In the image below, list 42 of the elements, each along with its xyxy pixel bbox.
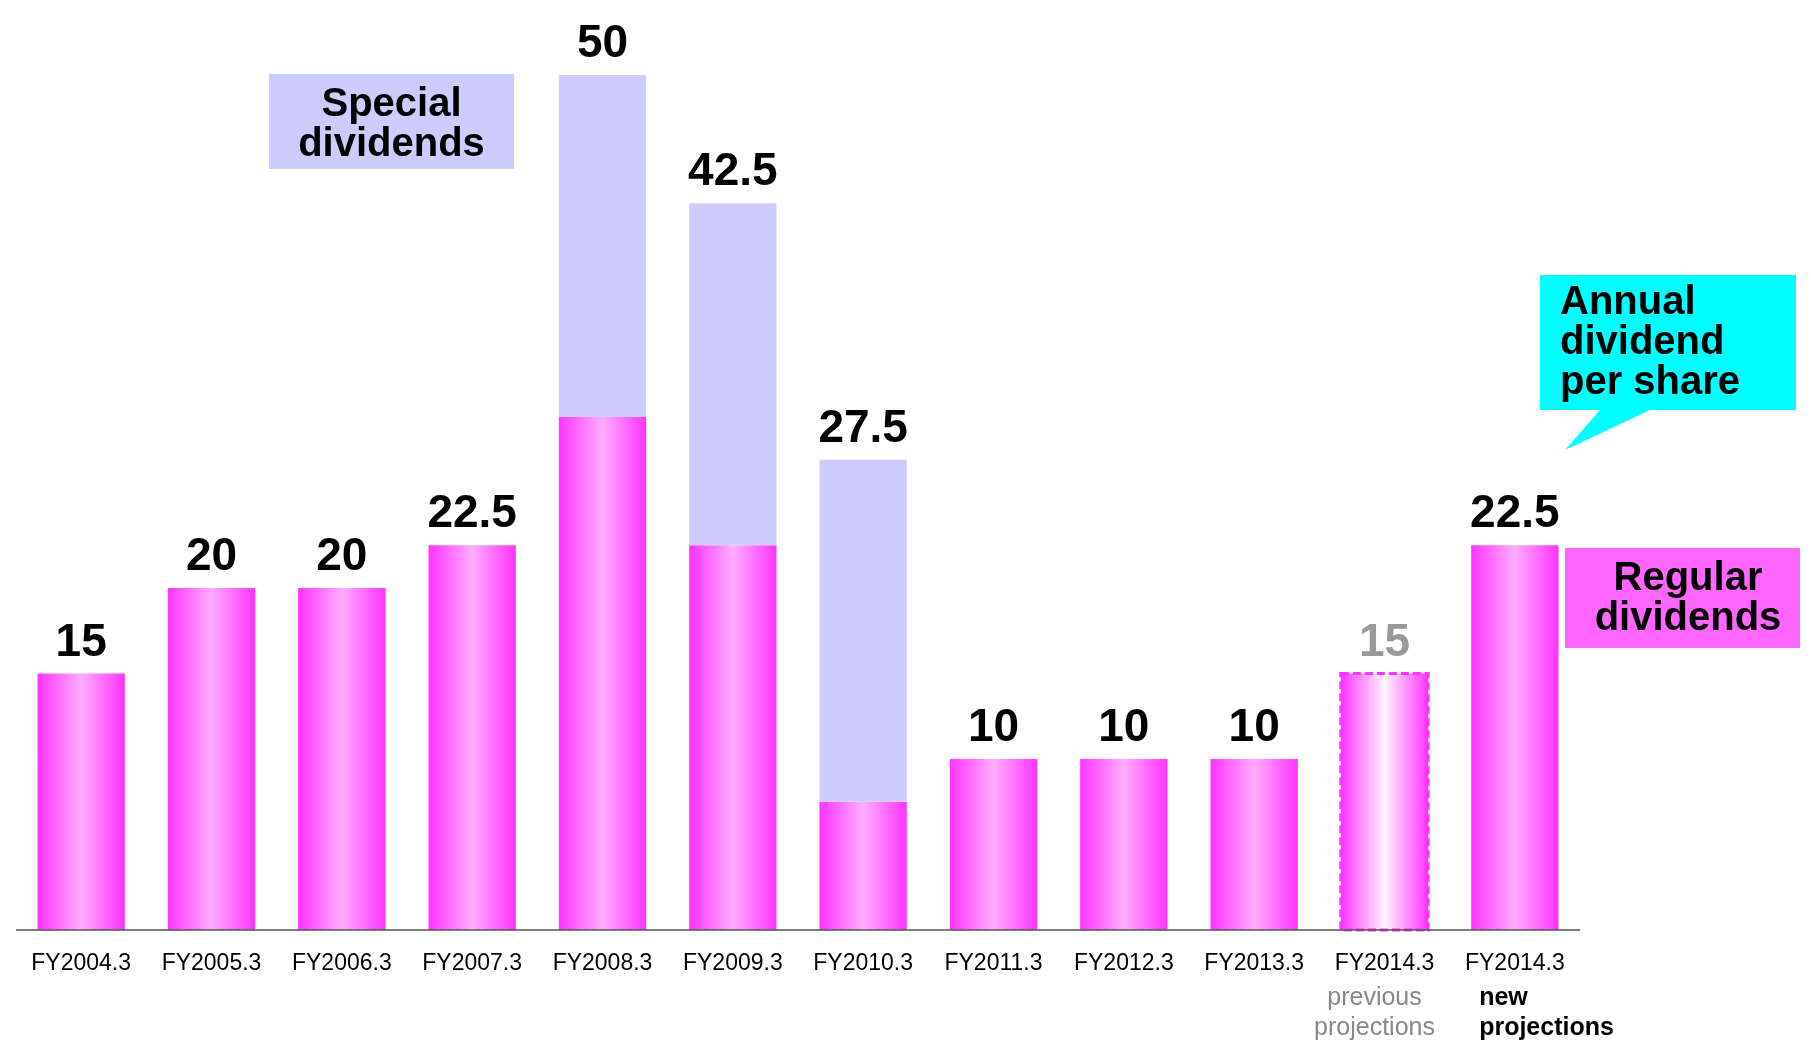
bar: [1471, 545, 1559, 930]
x-tick-label: FY2009.3: [682, 949, 783, 975]
bar: [819, 459, 907, 802]
data-label: 10: [1098, 699, 1150, 751]
annotation: Annual dividend per share: [1560, 278, 1741, 402]
bar: [1339, 672, 1430, 932]
total-label: 42.5: [688, 143, 778, 196]
bar: [689, 203, 777, 546]
x-tick-label: FY2007.3: [422, 949, 523, 975]
bar: [689, 545, 777, 930]
bar: [298, 588, 386, 930]
bar: [819, 801, 907, 930]
bar: [1210, 759, 1298, 930]
x-tick-label: FY2006.3: [291, 949, 392, 975]
data-label: 15: [1358, 613, 1411, 666]
x-tick-label: FY2014.3 previous projections: [1314, 949, 1435, 1040]
data-label: 15: [55, 613, 107, 666]
bar: [558, 417, 647, 930]
data-label: 22.5: [1470, 485, 1560, 538]
total-label: 27.5: [818, 399, 908, 452]
bar: [428, 545, 516, 930]
x-tick-label: FY2012.3: [1073, 949, 1174, 975]
series-label: Regular dividends: [1594, 554, 1782, 638]
x-tick-label: FY2010.3: [813, 949, 914, 975]
data-label: 10: [1228, 699, 1280, 751]
total-label: 50: [576, 15, 629, 67]
data-label: 22.5: [427, 485, 517, 538]
bar: [1080, 759, 1168, 930]
series-label: Special dividends: [298, 80, 485, 164]
data-label: 20: [185, 528, 238, 580]
data-label: 10: [967, 699, 1020, 751]
x-tick-label: FY2014.3 new projections: [1464, 949, 1614, 1040]
bar: [949, 759, 1038, 930]
bar: [167, 588, 256, 930]
x-tick-label: FY2004.3: [31, 949, 132, 975]
x-tick-label: FY2008.3: [552, 949, 653, 975]
x-tick-label: FY2011.3: [944, 949, 1043, 975]
x-tick-label: FY2013.3: [1204, 949, 1305, 975]
data-label: 20: [316, 528, 368, 580]
bar: [37, 673, 125, 930]
bar: [558, 75, 647, 417]
x-tick-label: FY2005.3: [161, 949, 262, 975]
